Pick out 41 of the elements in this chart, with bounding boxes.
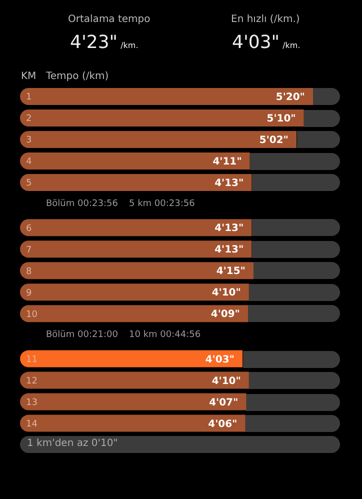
- annotation: Bölüm 00:21:00: [46, 330, 118, 340]
- y-tick-label: 5: [26, 178, 32, 189]
- text: Ortalama tempo: [68, 14, 150, 25]
- y-tick-label: 13: [26, 398, 38, 408]
- data-label: 4'09": [210, 309, 240, 320]
- text: 1 km'den az 0'10": [27, 438, 118, 450]
- y-tick-label: 2: [26, 114, 32, 124]
- text: /km.: [120, 41, 138, 50]
- data-label: 4'07": [209, 397, 238, 408]
- data-label: 4'03": [205, 354, 235, 366]
- data-label: 4'10": [212, 288, 241, 299]
- text: 4'23": [70, 32, 118, 53]
- data-label: 4'10": [212, 376, 241, 387]
- y-tick-label: 9: [26, 288, 32, 298]
- data-label: 4'06": [208, 418, 238, 430]
- y-tick-label: 10: [26, 310, 38, 320]
- annotation: Bölüm 00:23:56: [46, 199, 118, 210]
- data-label: 4'13": [214, 223, 244, 234]
- data-label: 5'02": [259, 135, 289, 146]
- text: En hızlı (/km.): [231, 14, 300, 25]
- text: /km.: [282, 41, 300, 50]
- y-axis-title: KM: [21, 71, 36, 82]
- y-tick-label: 11: [26, 354, 38, 365]
- x-axis-title: Tempo (/km): [46, 71, 109, 82]
- y-tick-label: 6: [26, 224, 32, 234]
- data-label: 4'11": [212, 156, 242, 168]
- y-tick-label: 1: [26, 92, 32, 103]
- data-label: 4'13": [214, 244, 244, 256]
- data-label: 5'20": [276, 92, 305, 104]
- y-tick-label: 4: [26, 157, 32, 168]
- annotation: 5 km 00:23:56: [129, 199, 195, 210]
- y-tick-label: 12: [26, 376, 38, 386]
- y-tick-label: 8: [26, 266, 32, 277]
- y-tick-label: 3: [26, 136, 32, 146]
- y-tick-label: 7: [26, 245, 32, 256]
- annotation: 10 km 00:44:56: [129, 330, 201, 340]
- data-label: 4'13": [214, 178, 244, 190]
- data-label: 4'15": [216, 266, 246, 278]
- text: 4'03": [232, 32, 280, 53]
- y-tick-label: 14: [26, 419, 38, 430]
- data-label: 5'10": [266, 114, 296, 125]
